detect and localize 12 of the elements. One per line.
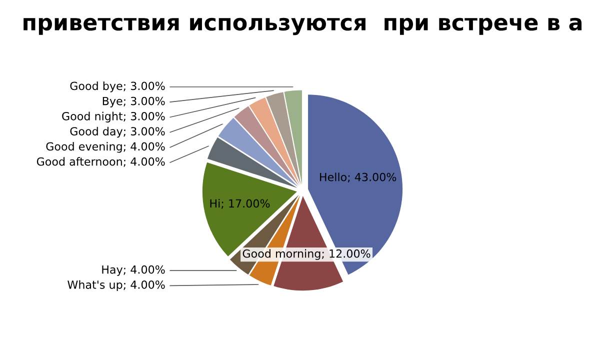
slice-label: Good day; 3.00% bbox=[70, 126, 165, 138]
slice-label: Good morning; 12.00% bbox=[242, 249, 370, 260]
chart-title: приветствия используются при встрече в а bbox=[24, 18, 582, 36]
slice-label: Hay; 4.00% bbox=[102, 265, 165, 276]
slice-label: Good afternoon; 4.00% bbox=[36, 157, 165, 167]
slice-label: Bye; 3.00% bbox=[102, 96, 165, 108]
slice-label: Good night; 3.00% bbox=[62, 112, 165, 123]
slice-label: Hello; 43.00% bbox=[320, 172, 396, 182]
slice-label: What's up; 4.00% bbox=[68, 280, 165, 292]
slice-label: Hi; 17.00% bbox=[210, 199, 270, 209]
slice-label: Good bye; 3.00% bbox=[70, 82, 165, 92]
slice-label: Good evening; 4.00% bbox=[46, 142, 165, 153]
